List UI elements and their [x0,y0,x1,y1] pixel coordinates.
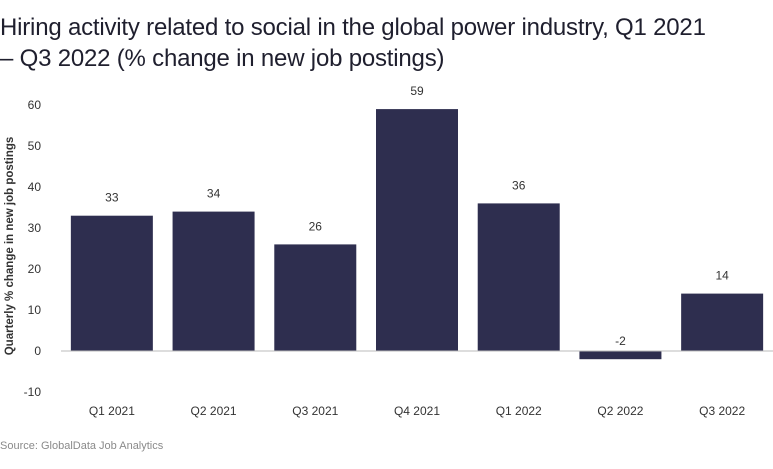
y-tick-label: -10 [24,385,42,399]
y-tick-label: 40 [28,180,42,194]
y-tick-labels: -10 0 10 20 30 40 50 60 [24,98,42,399]
bar [376,109,458,351]
y-tick-label: 30 [28,221,42,235]
y-tick-label: 60 [28,98,42,112]
bar [274,244,357,351]
y-tick-label: 20 [28,262,42,276]
bar [579,351,662,360]
y-tick-label: 10 [28,303,42,317]
bar [477,203,560,351]
bar [681,293,764,351]
y-axis-title: Quarterly % change in new job postings [4,137,16,356]
data-label: 14 [715,269,729,283]
bar [172,211,255,351]
category-label: Q1 2021 [89,404,135,418]
data-label: 59 [410,84,424,98]
bar [70,215,153,351]
category-label: Q1 2022 [496,404,542,418]
category-label: Q2 2022 [597,404,643,418]
data-label: -2 [615,334,626,348]
data-label: 36 [512,178,526,192]
data-label: 34 [207,187,221,201]
category-label: Q4 2021 [394,404,440,418]
category-label: Q3 2021 [292,404,338,418]
category-labels: Q1 2021 Q2 2021 Q3 2021 Q4 2021 Q1 2022 Q2 20… [89,404,746,418]
source-note: Source: GlobalData Job Analytics [0,440,164,452]
y-tick-label: 50 [28,139,42,153]
bars [70,109,764,360]
data-label: 33 [105,191,119,205]
category-label: Q3 2022 [699,404,745,418]
data-label: 26 [309,219,323,233]
category-label: Q2 2021 [191,404,237,418]
chart-title: Hiring activity related to social in the… [0,14,706,72]
data-labels: 33 34 26 59 36 -2 14 [105,84,729,348]
y-tick-label: 0 [34,344,41,358]
